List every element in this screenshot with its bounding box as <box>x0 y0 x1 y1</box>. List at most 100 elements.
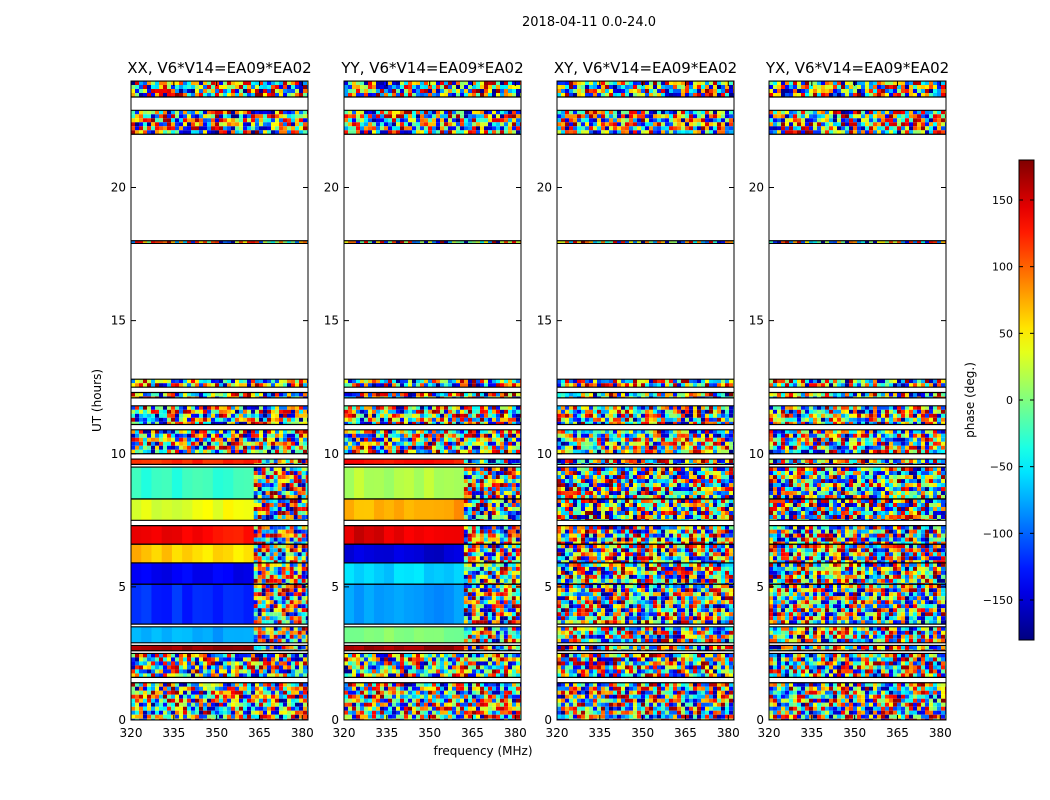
phase-cell <box>491 544 496 549</box>
phase-cell <box>499 630 504 635</box>
phase-cell <box>412 661 416 666</box>
phase-cell <box>512 126 516 131</box>
phase-cell <box>163 714 167 719</box>
phase-cell <box>436 449 440 454</box>
phase-cell <box>436 409 440 414</box>
phase-cell <box>504 445 508 450</box>
phase-cell <box>263 405 267 410</box>
phase-cell <box>183 405 187 410</box>
phase-cell <box>275 686 279 691</box>
phase-cell <box>203 396 207 398</box>
phase-cell <box>223 694 227 699</box>
phase-cell <box>396 392 400 397</box>
phase-cell <box>159 669 163 674</box>
phase-cell <box>487 604 492 609</box>
phase-cell <box>484 417 488 422</box>
phase-cell <box>143 694 147 699</box>
phase-cell <box>273 612 278 617</box>
phase-cell <box>460 240 464 244</box>
phase-cell <box>453 499 465 521</box>
phase-cell <box>475 570 480 575</box>
phase-cell <box>287 383 291 388</box>
phase-cell <box>408 81 412 85</box>
phase-cell <box>488 85 492 89</box>
phase-cell <box>424 653 428 658</box>
phase-cell <box>403 562 415 585</box>
phase-cell <box>504 81 508 85</box>
phase-cell <box>475 487 480 492</box>
phase-cell <box>223 437 227 442</box>
phase-cell <box>443 645 455 651</box>
phase-cell <box>155 114 159 119</box>
phase-cell <box>384 93 388 97</box>
phase-cell <box>484 383 488 388</box>
phase-cell <box>512 81 516 85</box>
phase-cell <box>283 392 287 397</box>
phase-cell <box>291 702 295 707</box>
phase-cell <box>239 417 243 422</box>
phase-cell <box>499 584 504 589</box>
phase-cell <box>404 429 408 434</box>
phase-cell <box>512 417 516 422</box>
phase-cell <box>396 433 400 438</box>
phase-cell <box>464 93 468 97</box>
phase-cell <box>516 81 520 85</box>
phase-cell <box>372 126 376 131</box>
phase-cell <box>199 409 203 414</box>
phase-cell <box>203 449 207 454</box>
phase-cell <box>380 118 384 123</box>
phase-cell <box>413 544 425 563</box>
phase-cell <box>492 405 496 410</box>
phase-cell <box>155 710 159 715</box>
phase-cell <box>171 706 175 711</box>
phase-cell <box>139 240 143 244</box>
phase-cell <box>275 657 279 662</box>
phase-cell <box>289 556 294 561</box>
phase-cell <box>344 89 348 93</box>
phase-cell <box>271 126 275 131</box>
phase-cell <box>467 630 472 635</box>
phase-cell <box>291 714 295 719</box>
phase-cell <box>227 383 231 388</box>
phase-cell <box>433 562 445 585</box>
phase-cell <box>141 562 153 585</box>
phase-cell <box>155 686 159 691</box>
phase-cell <box>247 429 251 434</box>
phase-cell <box>231 441 235 446</box>
phase-cell <box>476 429 480 434</box>
phase-cell <box>384 445 388 450</box>
phase-cell <box>479 483 484 488</box>
phase-cell <box>159 126 163 131</box>
phase-cell <box>416 89 420 93</box>
phase-cell <box>464 126 468 131</box>
phase-cell <box>483 533 488 538</box>
phase-cell <box>231 417 235 422</box>
phase-cell <box>511 495 516 500</box>
phase-cell <box>423 499 435 521</box>
phase-cell <box>511 525 516 530</box>
phase-cell <box>261 626 266 631</box>
phase-cell <box>182 525 193 545</box>
phase-cell <box>400 405 404 410</box>
phase-cell <box>253 533 258 538</box>
phase-cell <box>219 673 223 678</box>
phase-cell <box>479 556 484 561</box>
phase-cell <box>297 592 302 597</box>
phase-cell <box>297 620 302 625</box>
phase-cell <box>287 653 291 658</box>
phase-cell <box>175 665 179 670</box>
phase-cell <box>285 570 290 575</box>
phase-cell <box>495 515 500 520</box>
phase-cell <box>408 413 412 418</box>
phase-cell <box>183 445 187 450</box>
phase-cell <box>261 574 266 579</box>
phase-cell <box>227 122 231 127</box>
phase-cell <box>436 437 440 442</box>
phase-cell <box>265 566 270 571</box>
phase-cell <box>516 240 520 244</box>
phase-cell <box>287 657 291 662</box>
phase-cell <box>487 556 492 561</box>
phase-cell <box>468 657 472 662</box>
phase-cell <box>285 566 290 571</box>
data-row <box>131 543 308 564</box>
